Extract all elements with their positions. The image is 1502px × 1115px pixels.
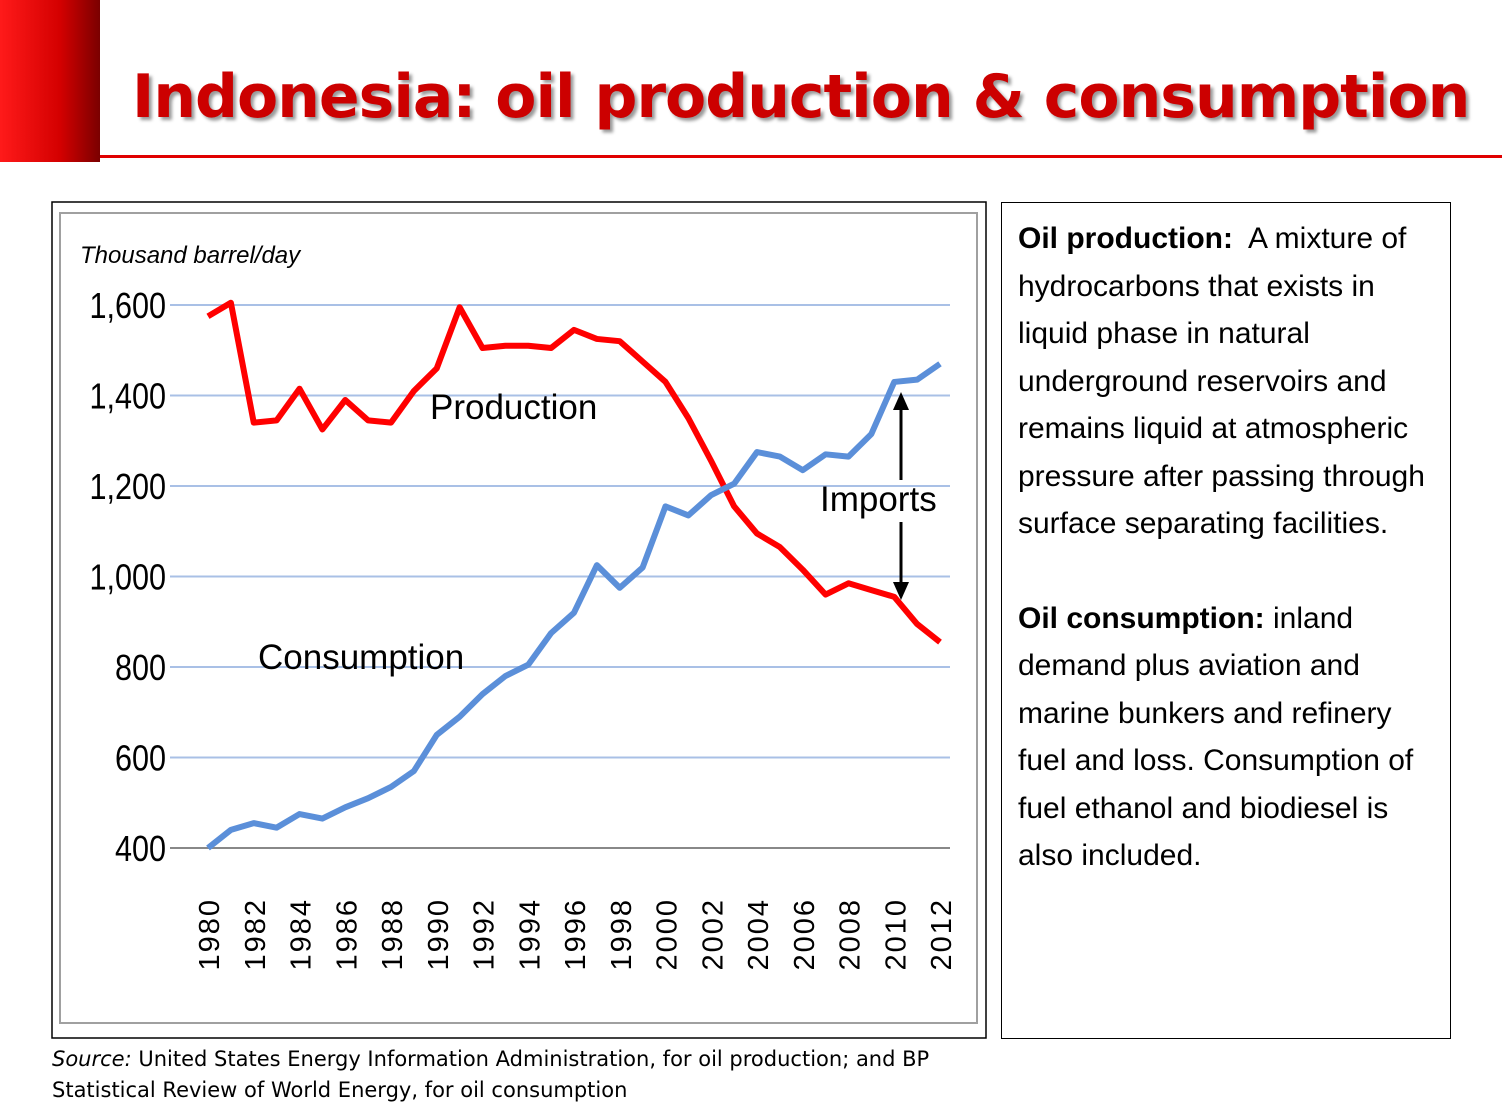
x-tick-label: 1986 (331, 898, 363, 971)
source-note: Source: United States Energy Information… (52, 1044, 982, 1106)
definition-text: inland demand plus aviation and marine b… (1018, 601, 1414, 873)
annotation: Imports (820, 480, 937, 519)
source-label: Source: (52, 1047, 132, 1071)
y-tick-label: 1,000 (89, 558, 166, 598)
x-tick-label: 2002 (697, 898, 729, 971)
x-tick-label: 1990 (423, 898, 455, 971)
series-line (206, 299, 942, 645)
labels: 400 600 800 1,000 1,200 1,400 1,600 1980 1982 198… (89, 287, 958, 971)
definition: Oil production: A mixture of hydrocarbon… (1018, 215, 1436, 548)
definition: Oil consumption: inland demand plus avia… (1018, 595, 1436, 880)
x-tick-label: 1982 (240, 898, 272, 971)
x-tick-label: 2010 (880, 898, 912, 971)
x-tick-label: 1992 (469, 898, 501, 971)
title-rule (100, 155, 1502, 158)
y-axis-label: Thousand barrel/day (80, 242, 302, 269)
x-tick-label: 1996 (560, 898, 592, 971)
lines (206, 299, 942, 851)
y-tick-label: 1,600 (89, 287, 166, 327)
x-tick-label: 1984 (286, 898, 318, 971)
definitions-box: Oil production: A mixture of hydrocarbon… (1001, 202, 1451, 1039)
definition-text: A mixture of hydrocarbons that exists in… (1018, 222, 1425, 540)
x-tick-label: 2000 (652, 898, 684, 971)
y-tick-label: 1,400 (89, 377, 166, 417)
definition-term: Oil consumption: (1018, 601, 1265, 635)
chart: Thousand barrel/day 400 600 800 1,000 1,200 1… (51, 201, 987, 1039)
y-tick-label: 600 (115, 739, 166, 779)
y-tick-label: 800 (115, 649, 166, 689)
arrow-head (893, 582, 909, 600)
x-tick-label: 2012 (926, 898, 958, 971)
definition-term: Oil production: (1018, 222, 1233, 255)
series-label: Consumption (258, 638, 464, 677)
x-tick-label: 1980 (194, 898, 226, 971)
x-tick-label: 2004 (743, 898, 775, 971)
x-tick-label: 1994 (514, 898, 546, 971)
y-tick-label: 1,200 (89, 468, 166, 508)
x-tick-label: 2006 (789, 898, 821, 971)
slide-title: Indonesia: oil production & consumption (132, 62, 1470, 132)
source-text: United States Energy Information Adminis… (52, 1047, 930, 1102)
y-tick-label: 400 (115, 830, 166, 870)
corner-block (0, 0, 100, 162)
series-line (206, 361, 942, 851)
imports-arrow (893, 392, 909, 600)
x-tick-label: 1988 (377, 898, 409, 971)
series-label: Production (430, 388, 597, 427)
arrow-head (893, 392, 909, 410)
x-tick-label: 1998 (606, 898, 638, 971)
x-tick-label: 2008 (835, 898, 867, 971)
